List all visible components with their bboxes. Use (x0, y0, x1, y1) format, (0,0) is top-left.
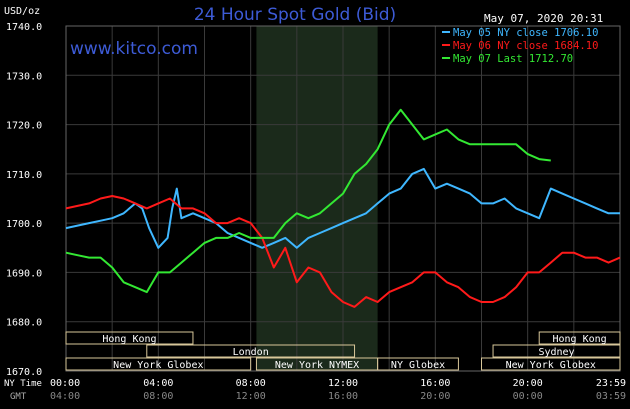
x-tick-gmt: 12:00 (236, 391, 266, 402)
x-tick-nytime: 04:00 (143, 378, 173, 389)
y-tick-label: 1680.0 (6, 318, 42, 329)
legend-entry: May 07 Last 1712.70 (442, 53, 573, 65)
nytime-label: NY Time (4, 379, 42, 389)
session-label: NY Globex (391, 360, 445, 371)
session-bar: London (146, 344, 356, 358)
session-box (538, 331, 621, 345)
y-tick-label: 1670.0 (6, 367, 42, 378)
session-label: New York Globex (113, 360, 203, 371)
session-box (65, 357, 252, 371)
x-tick-nytime: 20:00 (513, 378, 543, 389)
legend-label: May 07 Last 1712.70 (453, 53, 573, 65)
session-bar: Sydney (492, 344, 621, 358)
x-tick-nytime: 12:00 (328, 378, 358, 389)
watermark: www.kitco.com (70, 39, 198, 59)
session-label: London (233, 347, 269, 358)
session-bar: Hong Kong (65, 331, 194, 345)
session-bar: NY Globex (377, 357, 459, 371)
series-line-2 (65, 108, 551, 294)
session-label: Hong Kong (102, 334, 156, 345)
plot-border (65, 25, 621, 372)
legend-entry: May 05 NY close 1706.10 (442, 27, 598, 39)
session-box (481, 357, 621, 371)
x-tick-gmt: 16:00 (328, 391, 358, 402)
session-label: Sydney (538, 347, 574, 358)
y-tick-label: 1720.0 (6, 121, 42, 132)
x-tick-gmt: 20:00 (420, 391, 450, 402)
session-bar: New York Globex (481, 357, 621, 371)
nymex-highlight-band (256, 26, 378, 371)
series-line-0 (65, 167, 620, 249)
price-lines (65, 108, 621, 308)
session-bar: New York Globex (65, 357, 252, 371)
x-tick-gmt: 00:00 (513, 391, 543, 402)
gmt-label: GMT (10, 392, 27, 402)
session-label: New York Globex (506, 360, 596, 371)
x-tick-gmt: 08:00 (143, 391, 173, 402)
timestamp: May 07, 2020 20:31 (484, 12, 603, 25)
session-box (146, 344, 356, 358)
trading-sessions: Hong Kong London New York Globex New York N… (65, 331, 621, 371)
x-tick-gmt: 04:00 (50, 391, 80, 402)
y-tick-label: 1730.0 (6, 71, 42, 82)
axes: 1670.0 1680.0 1690.0 1700.0 1710.0 1720.0 1730… (6, 22, 626, 402)
legend-label: May 05 NY close 1706.10 (453, 27, 598, 39)
session-bar: Hong Kong (538, 331, 621, 345)
legend-entry: May 06 NY close 1684.10 (442, 40, 598, 52)
legend-label: May 06 NY close 1684.10 (453, 40, 598, 52)
unit-label: USD/oz (4, 6, 40, 17)
session-box (65, 331, 194, 345)
chart-title: 24 Hour Spot Gold (Bid) (194, 5, 396, 25)
series-line-1 (65, 195, 621, 308)
session-label: New York NYMEX (275, 360, 359, 371)
session-box (377, 357, 459, 371)
x-tick-nytime: 08:00 (236, 378, 266, 389)
y-tick-label: 1740.0 (6, 22, 42, 33)
y-tick-label: 1700.0 (6, 219, 42, 230)
x-tick-gmt: 03:59 (596, 391, 626, 402)
y-tick-label: 1690.0 (6, 268, 42, 279)
x-tick-nytime: 00:00 (50, 378, 80, 389)
session-box (492, 344, 621, 358)
y-tick-label: 1710.0 (6, 170, 42, 181)
grid-lines (65, 25, 621, 372)
session-label: Hong Kong (553, 334, 607, 345)
x-tick-nytime: 16:00 (420, 378, 450, 389)
x-tick-nytime: 23:59 (596, 378, 626, 389)
